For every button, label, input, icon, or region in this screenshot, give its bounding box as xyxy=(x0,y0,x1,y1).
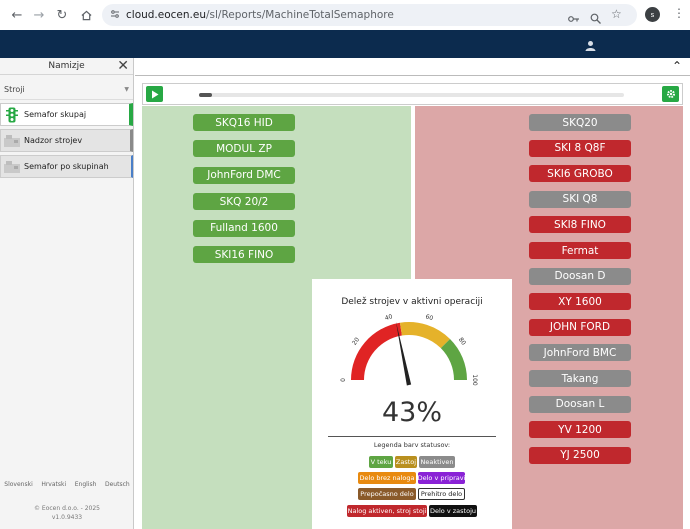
gauge-band-0 xyxy=(351,322,402,380)
user-icon[interactable] xyxy=(585,36,599,51)
gauge-tick-label: 20 xyxy=(351,336,361,346)
legend-item-nalog-aktiven-stroj-stoji: Nalog aktiven, stroj stoji xyxy=(347,505,427,517)
legend-item-prepo-asno-delo: Prepočasno delo xyxy=(358,488,416,500)
gauge-divider xyxy=(328,436,496,437)
language-hrvatski[interactable]: Hrvatski xyxy=(41,481,67,488)
machine-button-ski16-fino[interactable]: SKI16 FINO xyxy=(193,246,295,263)
machine-button-yv-1200[interactable]: YV 1200 xyxy=(529,421,631,439)
machine-button-modul-zp[interactable]: MODUL ZP xyxy=(193,140,295,158)
url-host: cloud.eocen.eu xyxy=(126,9,206,21)
sidebar-item-label: Nadzor strojev xyxy=(24,136,83,145)
machine-button-ski-8-q8f[interactable]: SKI 8 Q8F xyxy=(529,139,631,157)
sidebar: Namizje ✕ Stroji ▼ Semafor skupaj Nadzor… xyxy=(0,58,134,529)
machine-button-skq-20-2[interactable]: SKQ 20/2 xyxy=(193,193,295,211)
gauge-band-2 xyxy=(440,338,467,380)
progress-fill xyxy=(199,93,212,97)
address-bar[interactable]: cloud.eocen.eu/sl/Reports/MachineTotalSe… xyxy=(102,4,637,26)
sidebar-item-label: Semafor po skupinah xyxy=(24,162,109,171)
sidebar-item-nadzor-strojev[interactable]: Nadzor strojev xyxy=(0,129,133,152)
machine-button-skq20[interactable]: SKQ20 xyxy=(529,114,631,131)
semaphore-toolbar xyxy=(142,83,683,105)
sidebar-section-label: Stroji xyxy=(4,85,25,94)
site-info-icon[interactable] xyxy=(110,9,120,22)
gauge-chart: 0 20 40 60 80 100 xyxy=(340,313,478,386)
legend-item-delo-v-zastoju: Delo v zastoju xyxy=(429,505,477,517)
chevron-down-icon: ▼ xyxy=(124,86,129,93)
settings-button[interactable] xyxy=(662,86,679,102)
reload-icon[interactable]: ↻ xyxy=(56,7,68,23)
machine-button-ski6-grobo[interactable]: SKI6 GROBO xyxy=(529,165,631,183)
legend-item-neaktiven: Neaktiven xyxy=(419,456,455,468)
language-deutsch[interactable]: Deutsch xyxy=(104,481,130,488)
machine-button-doosan-l[interactable]: Doosan L xyxy=(529,395,631,413)
home-icon[interactable] xyxy=(75,4,97,26)
machine-button-fulland-1600[interactable]: Fulland 1600 xyxy=(193,219,295,237)
gauge-title: Delež strojev v aktivni operaciji xyxy=(341,297,483,307)
machine-button-fermat[interactable]: Fermat xyxy=(529,242,631,259)
gauge-tick-label: 40 xyxy=(384,313,394,322)
legend-item-zastoj: Zastoj xyxy=(395,456,417,468)
sidebar-title: Namizje xyxy=(48,61,85,71)
legend-title: Legenda barv statusov: xyxy=(373,441,451,449)
machine-button-xy-1600[interactable]: XY 1600 xyxy=(529,293,631,311)
footer-copyright: © Eocen d.o.o. - 2025 v1.0.9433 xyxy=(0,504,134,522)
machine-icon xyxy=(3,133,21,149)
app-header xyxy=(0,30,690,58)
machine-button-john-ford[interactable]: JOHN FORD xyxy=(529,318,631,336)
copyright-text: © Eocen d.o.o. - 2025 xyxy=(34,505,100,512)
sidebar-item-semafor-po-skupinah[interactable]: Semafor po skupinah xyxy=(0,155,133,178)
sidebar-section-stroji[interactable]: Stroji ▼ xyxy=(0,80,133,100)
machine-button-johnford-dmc[interactable]: JohnFord DMC xyxy=(193,166,295,184)
browser-toolbar: ← → ↻ cloud.eocen.eu/sl/Reports/MachineT… xyxy=(0,0,690,30)
gear-icon xyxy=(666,90,675,98)
legend-item-v-teku: V teku xyxy=(369,456,393,468)
url-path: /sl/Reports/MachineTotalSemaphore xyxy=(206,9,394,21)
gauge-value: 43% xyxy=(381,397,442,428)
gauge-tick-label: 80 xyxy=(457,336,467,346)
browser-menu-icon[interactable]: ⋮ xyxy=(673,6,685,20)
utilization-gauge-card: Delež strojev v aktivni operaciji 0 20 40 6… xyxy=(312,279,512,529)
version-text: v1.0.9433 xyxy=(51,514,83,521)
play-icon xyxy=(151,90,158,98)
zoom-icon[interactable] xyxy=(590,9,601,28)
machine-button-ski-q8[interactable]: SKI Q8 xyxy=(529,190,631,208)
sidebar-item-semafor-skupaj[interactable]: Semafor skupaj xyxy=(0,103,133,126)
machine-button-skq16-hid[interactable]: SKQ16 HID xyxy=(193,114,295,131)
sidebar-header: Namizje ✕ xyxy=(0,58,133,75)
gauge-tick-label: 60 xyxy=(425,313,435,322)
main-header: ⌃ xyxy=(135,58,690,76)
machine-button-takang[interactable]: Takang xyxy=(529,370,631,387)
language-english[interactable]: English xyxy=(74,481,97,488)
legend-item-delo-v-pripravi: Delo v pripravi xyxy=(417,472,466,484)
gauge-needle xyxy=(395,321,412,386)
back-icon[interactable]: ← xyxy=(11,7,23,23)
forward-icon[interactable]: → xyxy=(33,7,45,23)
machine-icon xyxy=(3,159,21,175)
gauge-band-1 xyxy=(399,322,451,349)
chevron-up-icon[interactable]: ⌃ xyxy=(671,59,682,73)
gauge-tick-label: 0 xyxy=(340,378,347,382)
gauge-tick-label: 100 xyxy=(471,374,478,386)
language-switcher: Slovenski Hrvatski English Deutsch xyxy=(0,481,134,488)
machine-button-doosan-d[interactable]: Doosan D xyxy=(529,267,631,285)
close-icon[interactable]: ✕ xyxy=(117,58,129,74)
play-button[interactable] xyxy=(146,86,163,102)
machine-button-yj-2500[interactable]: YJ 2500 xyxy=(529,446,631,464)
profile-avatar[interactable]: s xyxy=(645,7,660,22)
sidebar-item-label: Semafor skupaj xyxy=(24,110,87,119)
refresh-progress-bar xyxy=(199,93,624,97)
legend-item-delo-brez-naloga: Delo brez naloga xyxy=(358,472,416,484)
machine-button-ski8-fino[interactable]: SKI8 FINO xyxy=(529,216,631,234)
traffic-light-icon xyxy=(3,107,21,123)
bookmark-star-icon[interactable]: ☆ xyxy=(611,7,622,21)
key-icon[interactable] xyxy=(568,9,580,28)
machine-button-johnford-bmc[interactable]: JohnFord BMC xyxy=(529,344,631,362)
language-slovenski[interactable]: Slovenski xyxy=(4,481,33,488)
legend-item-prehitro-delo: Prehitro delo xyxy=(418,488,465,500)
